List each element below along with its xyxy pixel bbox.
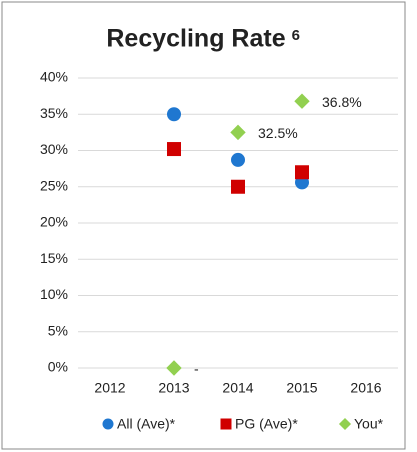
point [294, 93, 310, 109]
point [295, 165, 309, 180]
x-tick-label: 2013 [158, 380, 189, 396]
legend-label: All (Ave)* [117, 416, 176, 432]
title-superscript: 6 [292, 27, 300, 44]
y-tick-label: 25% [40, 177, 68, 193]
data-label: 32.5% [258, 125, 298, 141]
point [167, 142, 181, 157]
data-label: 36.8% [322, 94, 362, 110]
y-tick-label: 0% [48, 359, 68, 375]
x-tick-label: 2015 [286, 380, 317, 396]
chart-frame [1, 1, 406, 450]
legend-label: You* [354, 416, 384, 432]
point [231, 179, 245, 194]
legend-marker [102, 418, 114, 430]
chart-title: Recycling Rate [106, 25, 285, 53]
y-tick-label: 35% [40, 105, 68, 121]
x-tick-label: 2014 [222, 380, 253, 396]
data-label: - [194, 361, 199, 377]
y-tick-label: 15% [40, 250, 68, 266]
y-tick-label: 30% [40, 141, 68, 157]
point [167, 107, 181, 122]
y-tick-label: 40% [40, 69, 68, 85]
legend-label: PG (Ave)* [235, 416, 298, 432]
y-tick-label: 20% [40, 214, 68, 230]
point [231, 152, 245, 167]
legend-marker [220, 418, 232, 430]
y-tick-label: 10% [40, 286, 68, 302]
y-tick-label: 5% [48, 322, 68, 338]
legend-marker [338, 417, 352, 431]
point [166, 360, 182, 376]
x-tick-label: 2012 [94, 380, 125, 396]
point [230, 124, 246, 141]
x-tick-label: 2016 [350, 380, 381, 396]
